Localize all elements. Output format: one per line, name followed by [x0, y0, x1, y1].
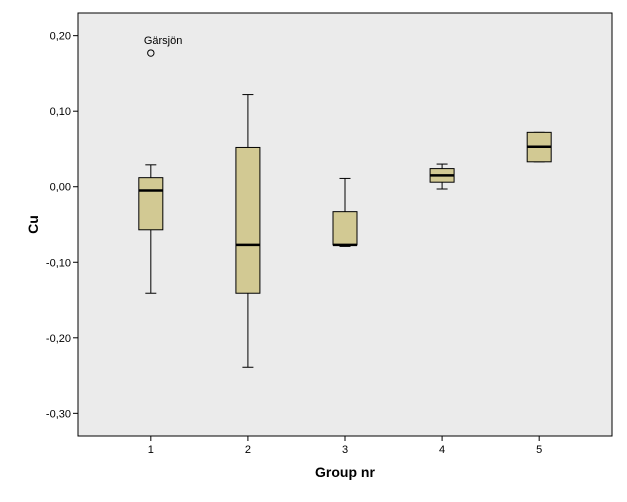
box-group — [526, 131, 552, 163]
x-tick-label: 4 — [439, 444, 445, 456]
box-iqr — [138, 177, 164, 231]
x-tick-label: 3 — [342, 444, 348, 456]
box-iqr — [235, 146, 261, 294]
box-group — [235, 94, 261, 368]
x-tick-label: 1 — [148, 444, 154, 456]
y-tick-label: 0,10 — [50, 106, 71, 118]
y-tick-label: -0,30 — [46, 408, 71, 420]
box-group — [332, 177, 358, 247]
y-tick-label: 0,00 — [50, 182, 71, 194]
y-tick-label: 0,20 — [50, 31, 71, 43]
box-iqr — [332, 211, 358, 246]
y-tick-label: -0,20 — [46, 333, 71, 345]
outlier-point — [147, 49, 155, 57]
y-axis-title: Cu — [25, 215, 41, 234]
x-tick-label: 2 — [245, 444, 251, 456]
y-tick-label: -0,10 — [46, 257, 71, 269]
box-group — [429, 163, 455, 190]
outlier-series: Gärsjön — [144, 35, 183, 57]
box-group — [138, 164, 164, 294]
x-axis-title: Group nr — [315, 464, 375, 480]
box-series — [138, 94, 552, 368]
x-axis: 1 2 3 4 5 — [148, 436, 542, 456]
x-tick-label: 5 — [536, 444, 542, 456]
y-axis: 0,20 0,10 0,00 -0,10 -0,20 -0,30 — [46, 31, 78, 420]
outlier-label: Gärsjön — [144, 35, 183, 47]
